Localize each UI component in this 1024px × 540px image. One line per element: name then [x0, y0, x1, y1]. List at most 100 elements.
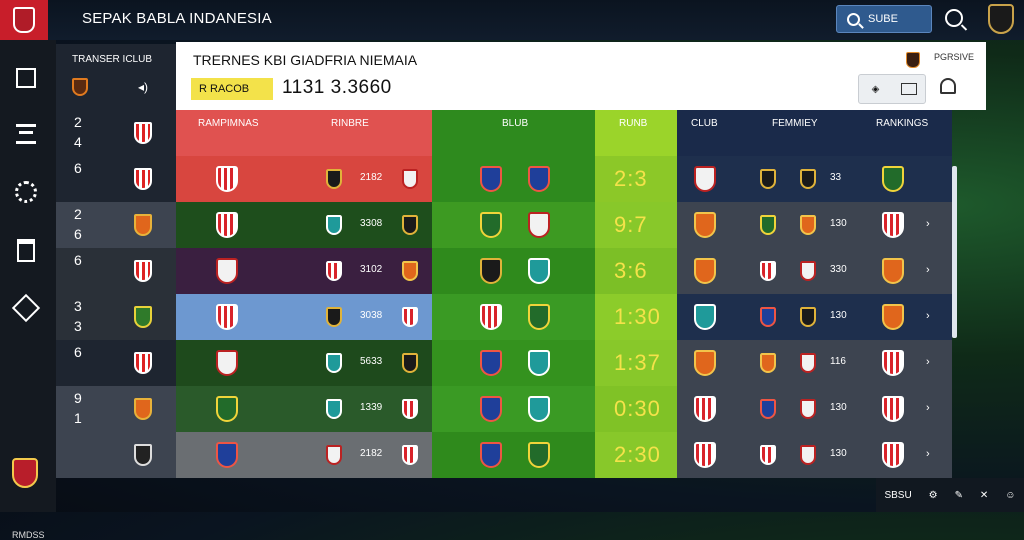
- club-crest-icon[interactable]: [800, 307, 816, 327]
- table-row[interactable]: 5633 1:37 116 ›: [176, 340, 952, 386]
- club-crest-icon[interactable]: [326, 353, 342, 373]
- side-list-item[interactable]: [56, 432, 176, 478]
- expand-icon[interactable]: [940, 78, 956, 94]
- row-chevron-icon[interactable]: ›: [926, 264, 930, 276]
- club-crest-icon[interactable]: [694, 258, 716, 284]
- table-row[interactable]: 2182 2:30 130 ›: [176, 432, 952, 478]
- column-header[interactable]: FEMMIEY: [772, 118, 818, 129]
- club-crest-icon[interactable]: [760, 261, 776, 281]
- column-header[interactable]: CLUB: [691, 118, 718, 129]
- club-crest-icon[interactable]: [694, 442, 716, 468]
- close-icon[interactable]: ✕: [979, 489, 989, 501]
- club-crest-icon[interactable]: [800, 169, 816, 189]
- club-crest-icon[interactable]: [402, 307, 418, 327]
- nav-docs-button[interactable]: [12, 236, 40, 264]
- nav-shield-button[interactable]: [11, 293, 41, 323]
- table-row[interactable]: 2182 2:3 33: [176, 156, 952, 202]
- row-chevron-icon[interactable]: ›: [926, 448, 930, 460]
- club-crest-icon[interactable]: [528, 350, 550, 376]
- row-chevron-icon[interactable]: ›: [926, 356, 930, 368]
- club-crest-icon[interactable]: [694, 304, 716, 330]
- club-crest-icon[interactable]: [760, 399, 776, 419]
- club-crest-icon[interactable]: [480, 166, 502, 192]
- club-crest-icon[interactable]: [800, 215, 816, 235]
- club-crest-icon[interactable]: [528, 212, 550, 238]
- column-header[interactable]: BLUB: [502, 118, 529, 129]
- club-crest-icon[interactable]: [326, 445, 342, 465]
- row-chevron-icon[interactable]: ›: [926, 310, 930, 322]
- club-crest-icon[interactable]: [694, 350, 716, 376]
- speaker-icon[interactable]: ◂): [138, 80, 149, 94]
- club-crest-icon[interactable]: [882, 396, 904, 422]
- side-list-item[interactable]: 6: [56, 156, 176, 202]
- club-crest-icon[interactable]: [528, 442, 550, 468]
- club-crest-icon[interactable]: [760, 353, 776, 373]
- club-crest-icon[interactable]: [326, 215, 342, 235]
- club-crest-icon[interactable]: [528, 304, 550, 330]
- row-chevron-icon[interactable]: ›: [926, 218, 930, 230]
- club-crest-icon[interactable]: [760, 445, 776, 465]
- club-crest-icon[interactable]: [216, 442, 238, 468]
- club-crest-icon[interactable]: [528, 166, 550, 192]
- column-header[interactable]: RINBRE: [331, 118, 369, 129]
- club-crest-icon[interactable]: [760, 169, 776, 189]
- club-crest-icon[interactable]: [800, 399, 816, 419]
- table-row[interactable]: 1339 0:30 130 ›: [176, 386, 952, 432]
- club-crest-icon[interactable]: [216, 212, 238, 238]
- gear-icon[interactable]: ⚙: [928, 489, 938, 501]
- club-crest-icon[interactable]: [800, 445, 816, 465]
- club-crest-icon[interactable]: [216, 304, 238, 330]
- club-crest-icon[interactable]: [402, 169, 418, 189]
- row-chevron-icon[interactable]: ›: [926, 402, 930, 414]
- club-crest-icon[interactable]: [480, 212, 502, 238]
- club-crest-icon[interactable]: [760, 307, 776, 327]
- club-crest-icon[interactable]: [402, 353, 418, 373]
- club-crest-icon[interactable]: [800, 353, 816, 373]
- club-crest-icon[interactable]: [216, 258, 238, 284]
- club-crest-icon[interactable]: [402, 215, 418, 235]
- nav-home-button[interactable]: [12, 64, 40, 92]
- table-row[interactable]: 3038 1:30 130 ›: [176, 294, 952, 340]
- side-list-item[interactable]: 6: [56, 340, 176, 386]
- club-crest-icon[interactable]: [694, 396, 716, 422]
- nav-settings-button[interactable]: [12, 178, 40, 206]
- search-icon[interactable]: [945, 9, 963, 27]
- table-row[interactable]: 3308 9:7 130 ›: [176, 202, 952, 248]
- club-crest-icon[interactable]: [882, 258, 904, 284]
- club-crest-icon[interactable]: [326, 307, 342, 327]
- audio-icon[interactable]: ◈: [871, 83, 880, 95]
- club-crest-icon[interactable]: [480, 396, 502, 422]
- brand-badge[interactable]: [0, 0, 48, 40]
- club-crest-icon[interactable]: [12, 458, 38, 488]
- club-crest-icon[interactable]: [882, 212, 904, 238]
- club-crest-icon[interactable]: [216, 396, 238, 422]
- club-crest-icon[interactable]: [528, 258, 550, 284]
- club-crest-icon[interactable]: [326, 399, 342, 419]
- club-crest-icon[interactable]: [882, 166, 904, 192]
- club-crest-icon[interactable]: [216, 350, 238, 376]
- club-crest-icon[interactable]: [760, 215, 776, 235]
- club-crest-icon[interactable]: [402, 445, 418, 465]
- profile-crest-icon[interactable]: [988, 4, 1014, 34]
- club-crest-icon[interactable]: [402, 399, 418, 419]
- screen-icon[interactable]: [900, 83, 917, 95]
- user-icon[interactable]: ☺: [1005, 489, 1016, 501]
- tool-icon[interactable]: ✎: [954, 489, 963, 501]
- column-header[interactable]: RANKINGS: [876, 118, 929, 129]
- club-crest-icon[interactable]: [528, 396, 550, 422]
- club-crest-icon[interactable]: [216, 166, 238, 192]
- club-crest-icon[interactable]: [402, 261, 418, 281]
- club-crest-icon[interactable]: [480, 304, 502, 330]
- club-crest-icon[interactable]: [326, 261, 342, 281]
- table-scrollbar[interactable]: [952, 166, 957, 338]
- club-crest-icon[interactable]: [694, 166, 716, 192]
- club-crest-icon[interactable]: [480, 258, 502, 284]
- club-crest-icon[interactable]: [694, 212, 716, 238]
- club-crest-icon[interactable]: [480, 350, 502, 376]
- table-row[interactable]: 3102 3:6 330 ›: [176, 248, 952, 294]
- panel-link[interactable]: PGRSIVE: [934, 52, 975, 62]
